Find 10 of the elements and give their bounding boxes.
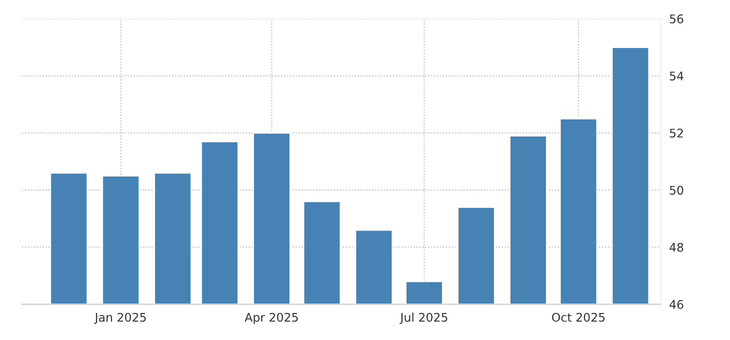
y-tick-label: 52 (670, 128, 683, 138)
x-tick-label: Jan 2025 (94, 312, 146, 324)
y-tick-label: 56 (670, 14, 684, 24)
x-tick-label: Apr 2025 (244, 312, 298, 324)
x-tick-label: Oct 2025 (552, 312, 605, 322)
x-tick-label: Jul 2025 (400, 312, 448, 324)
y-tick-label: 50 (670, 186, 684, 195)
y-tick-label: 46 (670, 300, 684, 309)
y-tick-label: 48 (670, 242, 684, 252)
y-tick-label: 54 (670, 72, 684, 80)
